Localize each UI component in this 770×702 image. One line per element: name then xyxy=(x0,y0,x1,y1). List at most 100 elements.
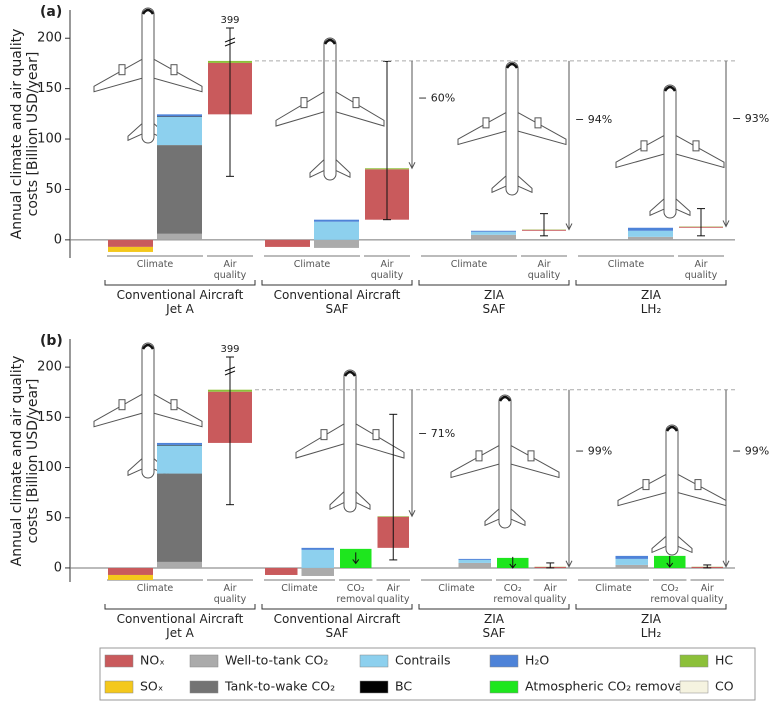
aircraft-part xyxy=(329,489,346,510)
aircraft-part xyxy=(516,173,533,194)
aircraft-part xyxy=(141,8,155,15)
reduction-arrow xyxy=(408,389,416,518)
aircraft-part xyxy=(510,444,560,479)
reduction-arrow xyxy=(722,60,730,228)
aircraft-part xyxy=(665,424,679,556)
aircraft-part xyxy=(677,473,727,507)
panel-title: (a) xyxy=(40,4,62,20)
error-value-label: 399 xyxy=(220,344,239,355)
bar-segment xyxy=(628,230,673,237)
aircraft-part xyxy=(355,423,405,459)
aircraft-part xyxy=(153,393,203,428)
category-label: Air quality xyxy=(691,583,724,605)
legend-label: SOₓ xyxy=(140,679,163,694)
legend-swatch xyxy=(189,680,219,694)
group-bracket xyxy=(418,604,570,610)
aircraft-part xyxy=(320,429,328,441)
bar-segment xyxy=(157,442,202,445)
aircraft-illustration xyxy=(275,37,385,181)
aircraft-part xyxy=(335,91,385,127)
group-bracket xyxy=(261,604,413,610)
legend-label: CO xyxy=(715,679,734,694)
bar-segment xyxy=(615,555,648,559)
group-label: Conventional Aircraft Jet A xyxy=(116,288,244,316)
aircraft-illustration xyxy=(457,61,567,196)
aircraft-part xyxy=(527,450,535,462)
bar-segment xyxy=(157,145,202,234)
aircraft-part xyxy=(457,111,507,146)
y-tick-label: 200 xyxy=(37,31,62,46)
category-label: Climate xyxy=(595,583,632,594)
aircraft-part xyxy=(323,38,337,45)
bar-segment xyxy=(615,564,648,568)
aircraft-part xyxy=(309,157,326,178)
aircraft-part xyxy=(675,134,725,169)
group-bracket xyxy=(575,604,727,610)
aircraft-part xyxy=(334,157,351,178)
category-label: Air quality xyxy=(213,583,247,605)
legend-swatch xyxy=(679,654,709,668)
aircraft-part xyxy=(534,117,542,129)
aircraft-part xyxy=(118,64,126,76)
bar-segment xyxy=(471,231,516,235)
reduction-label: − 71% xyxy=(418,427,455,440)
legend-swatch xyxy=(104,654,134,668)
category-label: Air quality xyxy=(213,259,247,281)
panel-title: (b) xyxy=(40,333,63,349)
y-tick-label: 0 xyxy=(54,560,62,575)
bar-segment xyxy=(628,236,673,240)
legend-swatch xyxy=(489,680,519,694)
aircraft-part xyxy=(450,444,500,479)
bar-segment xyxy=(108,239,153,247)
legend-swatch xyxy=(104,680,134,694)
y-tick-label: 150 xyxy=(37,81,62,96)
group-label: ZIA SAF xyxy=(482,612,506,640)
legend-label: NOₓ xyxy=(140,653,165,668)
legend-swatch xyxy=(679,680,709,694)
category-label: Air quality xyxy=(370,259,404,281)
aircraft-part xyxy=(141,342,155,479)
aircraft-part xyxy=(649,196,666,217)
bar-segment xyxy=(157,473,202,562)
category-label: Climate xyxy=(450,259,488,270)
legend-label: Well-to-tank CO₂ xyxy=(225,653,328,668)
aircraft-part xyxy=(352,97,360,109)
aircraft-part xyxy=(642,479,650,491)
aircraft-part xyxy=(170,64,178,76)
legend-swatch xyxy=(189,654,219,668)
bar-segment xyxy=(265,239,310,247)
aircraft-illustration xyxy=(615,84,725,219)
category-label: Climate xyxy=(136,583,174,594)
group-label: Conventional Aircraft SAF xyxy=(273,612,401,640)
bar-segment xyxy=(314,239,359,248)
aircraft-part xyxy=(505,62,519,69)
aircraft-part xyxy=(617,473,667,507)
group-bracket xyxy=(261,280,413,286)
aircraft-part xyxy=(615,134,665,169)
y-tick-label: 0 xyxy=(54,232,62,247)
aircraft-part xyxy=(141,343,155,350)
group-label: ZIA LH₂ xyxy=(640,288,662,316)
reduction-label: − 99% xyxy=(732,445,769,458)
aircraft-part xyxy=(93,393,143,428)
aircraft-part xyxy=(674,196,691,217)
category-label: Air quality xyxy=(377,583,410,605)
bar-segment xyxy=(458,558,491,560)
legend-swatch xyxy=(359,680,389,694)
y-tick-label: 50 xyxy=(45,182,62,197)
category-label: Climate xyxy=(293,259,331,270)
aircraft-part xyxy=(482,117,490,129)
aircraft-part xyxy=(343,370,357,377)
category-label: CO₂ removal xyxy=(493,583,533,605)
legend-label: HC xyxy=(715,653,733,668)
aircraft-part xyxy=(127,456,144,477)
aircraft-part xyxy=(127,121,144,142)
aircraft-illustration xyxy=(617,424,727,556)
aircraft-part xyxy=(93,58,143,93)
category-label: Climate xyxy=(607,259,645,270)
y-tick-label: 50 xyxy=(45,510,62,525)
bar-segment xyxy=(314,219,359,222)
y-tick-label: 200 xyxy=(37,360,62,375)
legend-label: Atmospheric CO₂ removal xyxy=(525,679,686,694)
